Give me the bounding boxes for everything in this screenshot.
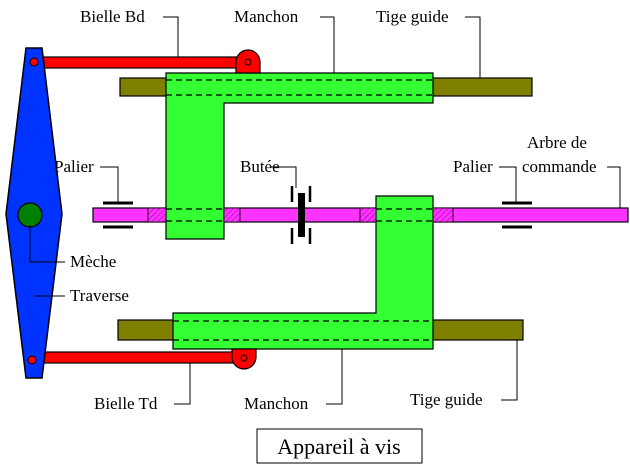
label-palier-right: Palier — [453, 157, 493, 176]
label-palier-left: Palier — [54, 157, 94, 176]
thread-section-4 — [432, 207, 454, 223]
bielle-bd — [33, 56, 249, 69]
label-meche: Mèche — [70, 252, 116, 271]
thread-section-2 — [223, 207, 241, 223]
caption: Appareil à vis — [277, 434, 400, 459]
label-tige-guide-top: Tige guide — [376, 7, 449, 26]
manchon-top — [165, 72, 434, 240]
label-traverse: Traverse — [70, 286, 129, 305]
palier-right-symbol — [502, 201, 532, 229]
label-manchon-bottom: Manchon — [244, 394, 309, 413]
label-bielle-td: Bielle Td — [94, 394, 158, 413]
bielle-td — [31, 351, 251, 364]
label-arbre-line2: commande — [522, 157, 597, 176]
manchon-bottom — [172, 195, 434, 350]
label-manchon-top: Manchon — [234, 7, 299, 26]
label-butee: Butée — [240, 157, 280, 176]
label-bielle-bd: Bielle Bd — [80, 7, 145, 26]
traverse-pivot-top — [29, 57, 39, 67]
label-arbre-line1: Arbre de — [527, 133, 587, 152]
meche — [17, 202, 43, 228]
butee-symbol — [290, 186, 312, 244]
caption-box — [256, 428, 423, 464]
thread-section-3 — [359, 207, 377, 223]
traverse-pivot-bottom — [27, 355, 37, 365]
hidden-lines — [166, 79, 433, 341]
label-tige-guide-bottom: Tige guide — [410, 390, 483, 409]
thread-section-1 — [147, 207, 167, 223]
leader-lines — [29, 16, 621, 405]
